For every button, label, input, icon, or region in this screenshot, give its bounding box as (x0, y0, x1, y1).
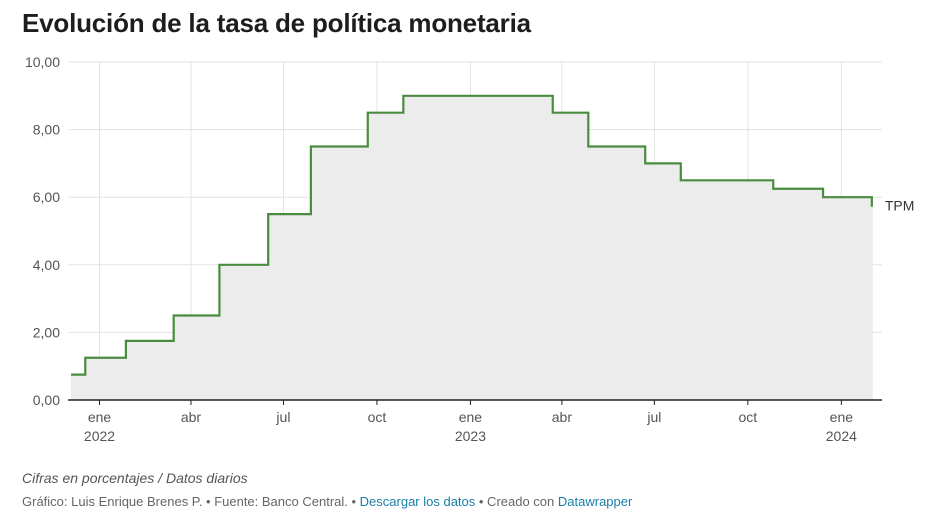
x-tick-year-label: 2022 (84, 428, 115, 444)
x-tick-year-label: 2024 (826, 428, 857, 444)
datawrapper-link[interactable]: Datawrapper (557, 494, 633, 509)
x-tick-label: oct (739, 409, 758, 425)
x-tick-label: jul (646, 409, 661, 425)
x-tick-label: abr (181, 409, 202, 425)
download-data-link[interactable]: Descargar los datos (359, 494, 476, 509)
area-layer (71, 95, 873, 401)
y-tick-label: 2,00 (33, 324, 60, 340)
chart-title: Evolución de la tasa de política monetar… (22, 8, 531, 38)
x-tick-label: jul (275, 409, 290, 425)
y-tick-label: 8,00 (33, 122, 60, 138)
x-tick-label: ene (830, 409, 854, 425)
x-tick-label: ene (88, 409, 112, 425)
x-tick-label: abr (552, 409, 573, 425)
x-tick-label: oct (368, 409, 387, 425)
tpm-area (71, 95, 873, 401)
footer-created-with: • Creado con (475, 494, 558, 509)
chart-notes: Cifras en porcentajes / Datos diarios (22, 470, 248, 486)
tpm-series-line (71, 94, 873, 376)
line-layer (71, 94, 873, 376)
y-tick-label: 6,00 (33, 189, 60, 205)
y-tick-label: 4,00 (33, 257, 60, 273)
y-tick-label: 0,00 (33, 392, 60, 408)
y-tick-label: 10,00 (25, 54, 60, 70)
footer-credit: Gráfico: Luis Enrique Brenes P. • Fuente… (22, 494, 360, 509)
axis-layer (68, 399, 882, 405)
x-tick-year-label: 2023 (455, 428, 486, 444)
series-label: TPM (885, 198, 915, 214)
label-layer: 0,00 2,00 4,00 6,00 8,00 10,00 ene 2022 abr jul oc… (25, 54, 914, 444)
chart-footer: Gráfico: Luis Enrique Brenes P. • Fuente… (22, 494, 632, 509)
x-tick-label: ene (459, 409, 483, 425)
